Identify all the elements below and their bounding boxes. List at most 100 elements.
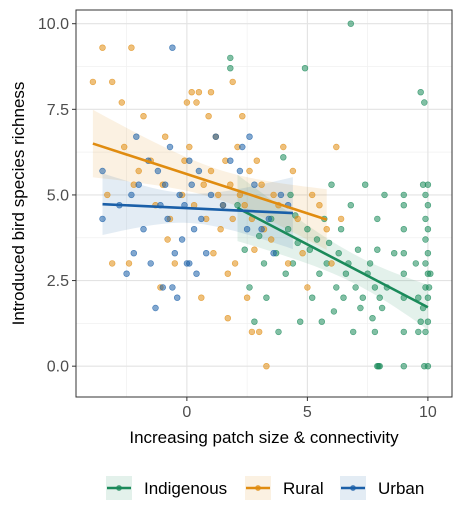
point-urban (212, 133, 220, 140)
point-urban (128, 191, 135, 199)
trend-line-urban (102, 202, 293, 215)
point-rural (229, 215, 236, 223)
point-urban (251, 181, 258, 188)
point-rural (140, 112, 147, 120)
point-indigenous (337, 226, 345, 233)
point-urban (186, 260, 193, 267)
point-indigenous (400, 250, 407, 257)
point-indigenous (284, 226, 292, 233)
legend-point-rural (255, 485, 261, 491)
point-indigenous (417, 88, 424, 96)
y-tick-label: 10.0 (38, 16, 69, 33)
point-rural (104, 191, 111, 199)
point-indigenous (330, 308, 338, 315)
point-rural (207, 88, 215, 96)
point-indigenous (424, 202, 432, 209)
legend: Indigenous Rural Urban (106, 476, 424, 500)
point-rural (205, 112, 212, 120)
point-urban (162, 181, 169, 188)
point-urban (198, 215, 205, 223)
point-urban (178, 236, 186, 243)
point-urban (174, 294, 181, 301)
x-tick-label: 0 (182, 404, 191, 421)
point-rural (337, 215, 345, 223)
point-indigenous (374, 246, 381, 253)
point-indigenous (340, 294, 347, 301)
point-rural (128, 44, 135, 51)
point-rural (224, 270, 232, 277)
point-rural (89, 78, 97, 86)
point-urban (270, 250, 277, 257)
point-rural (328, 260, 335, 267)
point-indigenous (415, 294, 422, 301)
point-urban (166, 143, 174, 151)
point-indigenous (328, 181, 335, 188)
point-indigenous (304, 226, 311, 233)
point-rural (304, 284, 311, 291)
point-rural (316, 202, 323, 209)
point-urban (207, 191, 215, 199)
point-urban (164, 215, 171, 223)
point-indigenous (424, 294, 432, 301)
trend-line-indigenous (236, 206, 429, 309)
point-indigenous (412, 260, 419, 267)
point-indigenous (417, 318, 424, 325)
point-urban (159, 284, 167, 291)
point-rural (207, 167, 215, 175)
point-urban (236, 167, 244, 175)
point-rural (120, 143, 128, 151)
point-indigenous (352, 284, 359, 291)
point-indigenous (376, 294, 383, 301)
point-indigenous (422, 260, 429, 267)
legend-point-indigenous (116, 485, 122, 491)
legend-point-urban (350, 485, 356, 491)
point-rural (231, 260, 239, 267)
x-tick-label: 5 (303, 404, 312, 421)
point-indigenous (325, 239, 333, 247)
point-indigenous (369, 315, 376, 322)
point-indigenous (316, 270, 323, 277)
point-indigenous (424, 318, 432, 325)
point-rural (284, 260, 292, 267)
point-rural (108, 78, 116, 86)
point-indigenous (421, 363, 428, 370)
point-rural (193, 99, 200, 106)
point-rural (268, 236, 275, 243)
point-rural (162, 133, 169, 140)
point-rural (188, 88, 195, 96)
point-indigenous (362, 181, 369, 188)
point-rural (217, 226, 224, 233)
plot-panel (75, 9, 453, 398)
point-indigenous (256, 232, 263, 240)
point-rural (164, 236, 171, 243)
point-rural (248, 328, 256, 336)
y-axis: 0.0 2.5 5.0 7.5 10.0 (38, 16, 76, 376)
point-urban (219, 202, 227, 209)
point-urban (258, 226, 265, 233)
point-urban (277, 191, 285, 199)
point-indigenous (347, 20, 354, 27)
y-tick-label: 7.5 (47, 102, 69, 119)
point-urban (246, 133, 253, 140)
point-urban (239, 143, 246, 151)
x-axis: 0 5 10 (182, 397, 437, 421)
trend-line-rural (92, 142, 328, 221)
point-urban (123, 270, 130, 277)
point-rural (253, 157, 260, 164)
point-indigenous (400, 191, 407, 199)
point-indigenous (374, 215, 381, 223)
point-indigenous (381, 191, 388, 199)
point-indigenous (415, 328, 422, 336)
point-rural (183, 99, 191, 106)
point-urban (195, 167, 203, 175)
point-indigenous (347, 202, 354, 209)
point-rural (256, 328, 263, 336)
minor-gridlines (76, 10, 452, 397)
point-rural (200, 181, 207, 188)
x-axis-title: Increasing patch size & connectivity (129, 428, 399, 447)
point-urban (203, 250, 210, 257)
point-rural (118, 99, 126, 106)
point-rural (195, 88, 203, 96)
point-urban (227, 157, 234, 164)
point-indigenous (280, 154, 287, 161)
